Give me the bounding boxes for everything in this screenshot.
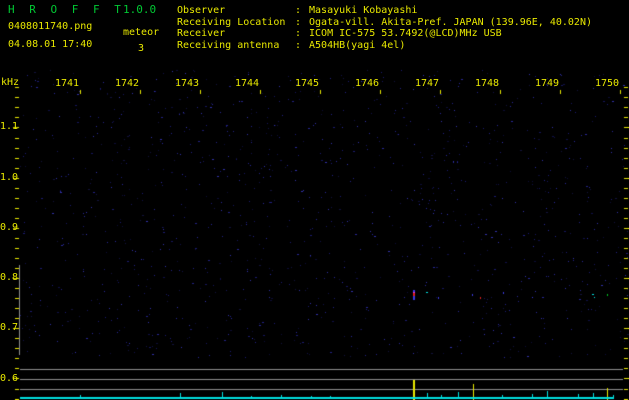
time-tick-label: 1745 xyxy=(295,78,320,89)
info-label: Receiving Location xyxy=(177,16,286,28)
info-colon: : xyxy=(295,28,302,40)
info-row: Receiving antenna: A504HB(yagi 4el) xyxy=(177,40,592,52)
info-row: Receiver: ICOM IC-575 53.7492(@LCD)MHz U… xyxy=(177,28,592,40)
info-label: Receiving antenna xyxy=(177,40,280,52)
freq-tick-label: 0.7 xyxy=(0,322,19,333)
freq-tick-label: 0.6 xyxy=(0,373,19,384)
info-row: Observer: Masayuki Kobayashi xyxy=(177,5,592,17)
time-tick-label: 1741 xyxy=(55,78,80,89)
info-value: ICOM IC-575 53.7492(@LCD)MHz USB xyxy=(303,28,502,40)
time-tick-label: 1748 xyxy=(475,78,500,89)
app-version: 1.0.0 xyxy=(123,3,157,16)
time-tick-label: 1744 xyxy=(235,78,260,89)
y-axis-unit-label: kHz xyxy=(1,77,20,88)
info-label: Receiver xyxy=(177,28,226,40)
freq-tick-label: 1.0 xyxy=(0,172,19,183)
info-colon: : xyxy=(295,16,302,28)
info-colon: : xyxy=(295,5,302,16)
freq-tick-label: 0.9 xyxy=(0,222,19,233)
info-colon: : xyxy=(295,40,302,52)
info-value: Masayuki Kobayashi xyxy=(303,5,418,16)
filename: 0408011740.png xyxy=(8,21,93,32)
time-tick-label: 1747 xyxy=(415,78,440,89)
freq-tick-label: 0.8 xyxy=(0,272,19,283)
info-row: Receiving Location: Ogata-vill. Akita-Pr… xyxy=(177,17,592,29)
time-tick-label: 1746 xyxy=(355,78,380,89)
info-value: Ogata-vill. Akita-Pref. JAPAN (139.96E, … xyxy=(303,16,592,28)
meteor-count: 3 xyxy=(138,43,145,54)
info-value: A504HB(yagi 4el) xyxy=(303,40,406,52)
freq-tick-label: 1.1 xyxy=(0,121,19,132)
time-tick-label: 1749 xyxy=(535,78,560,89)
time-tick-label: 1743 xyxy=(175,78,200,89)
station-info: Observer: Masayuki Kobayashi Receiving Lo… xyxy=(177,5,592,52)
info-label: Observer xyxy=(177,5,226,16)
app-title: H R O F F T xyxy=(8,3,125,16)
datetime: 04.08.01 17:40 xyxy=(8,39,93,50)
mode-label: meteor xyxy=(123,27,160,38)
time-tick-label: 1742 xyxy=(115,78,140,89)
time-tick-label: 1750 xyxy=(595,78,620,89)
